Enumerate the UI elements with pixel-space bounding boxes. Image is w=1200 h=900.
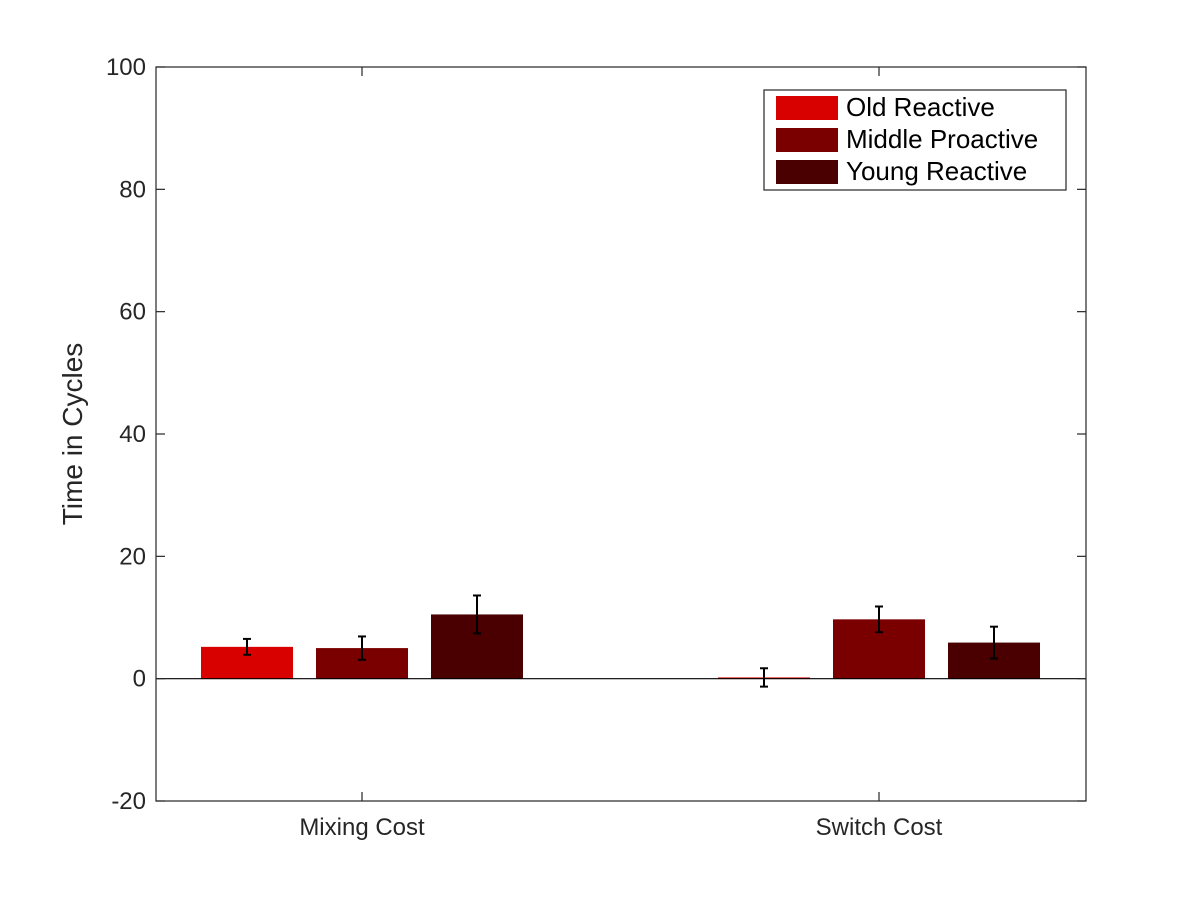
y-tick-label: 0 — [133, 666, 146, 693]
y-tick-label: -20 — [111, 788, 146, 815]
legend-swatch — [776, 96, 838, 120]
y-tick-label: 20 — [119, 543, 146, 570]
y-tick-label: 40 — [119, 421, 146, 448]
y-tick-label: 60 — [119, 299, 146, 326]
x-tick-label: Switch Cost — [816, 814, 943, 841]
legend-swatch — [776, 160, 838, 184]
legend-label: Middle Proactive — [846, 124, 1038, 154]
legend-label: Young Reactive — [846, 156, 1027, 186]
error-bars-group — [243, 594, 998, 688]
axes-group: -20 0 20 40 60 80 100 Mixing Cost Switch Cost — [106, 54, 1087, 841]
legend-swatch — [776, 128, 838, 152]
y-tick-label: 100 — [106, 54, 146, 81]
y-axis-title: Time in Cycles — [57, 343, 88, 526]
x-tick-label: Mixing Cost — [299, 814, 425, 841]
y-tick-label: 80 — [119, 176, 146, 203]
legend-label: Old Reactive — [846, 92, 995, 122]
